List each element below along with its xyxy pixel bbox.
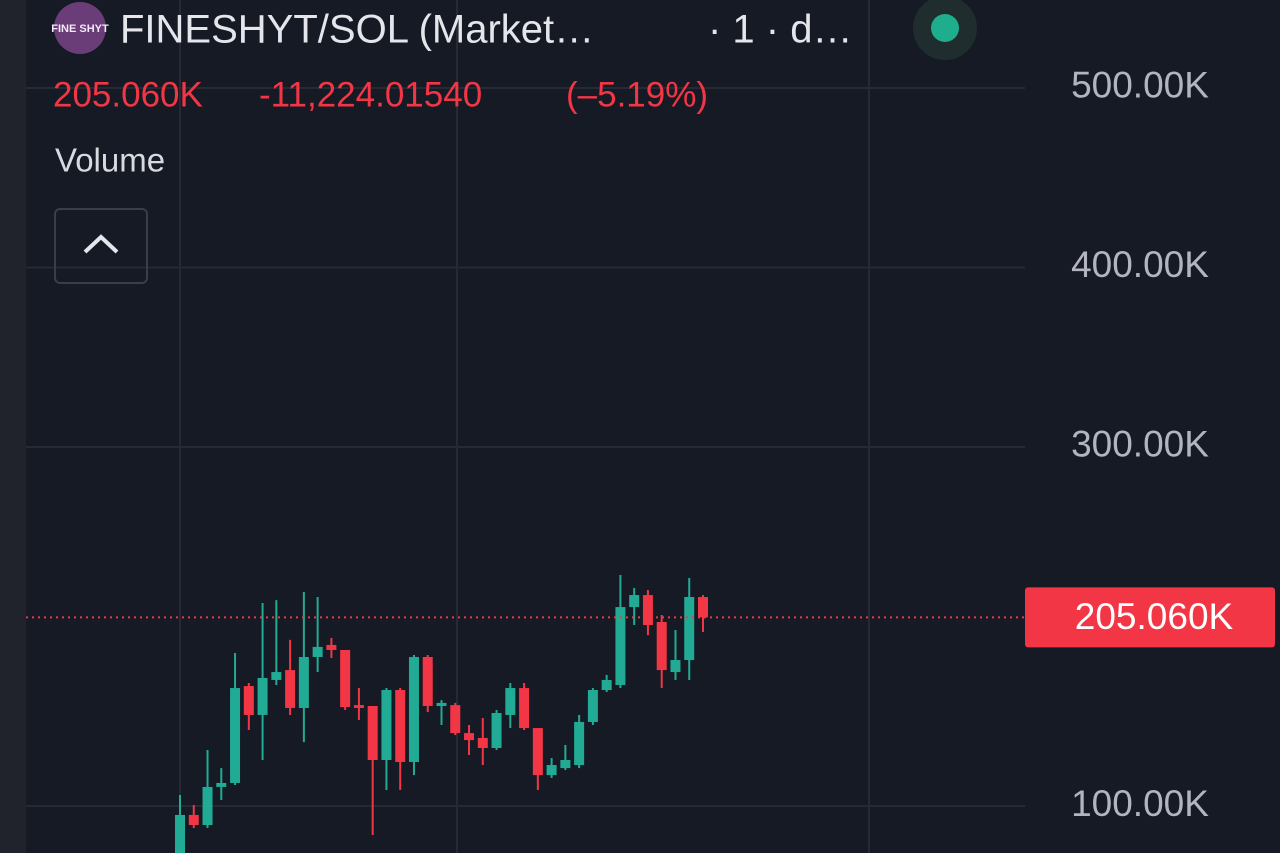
header: FINE SHYT FINESHYT/SOL (Market… · 1 · d…… xyxy=(51,0,977,284)
price-label: 205.060K xyxy=(1075,596,1234,637)
candle-body xyxy=(408,656,419,762)
change: -11,224.01540 xyxy=(259,75,482,114)
candle-body xyxy=(188,814,199,825)
candle-body xyxy=(560,760,571,769)
logo xyxy=(54,2,106,54)
candle-body xyxy=(505,688,516,715)
plot xyxy=(26,86,1025,853)
candle-body xyxy=(257,677,268,715)
candle-body xyxy=(230,688,241,783)
chevron-up xyxy=(83,234,119,254)
y-tick-label: 100.00K xyxy=(1071,783,1209,824)
candle-body xyxy=(340,649,351,708)
candle-body xyxy=(353,705,364,708)
candle-body xyxy=(642,595,653,626)
price-label-box xyxy=(1025,587,1275,648)
candle-body xyxy=(477,737,488,748)
candle-body xyxy=(271,672,282,680)
y-tick-label: 400.00K xyxy=(1071,244,1209,285)
candle-body xyxy=(285,670,296,708)
candle-body xyxy=(202,786,213,825)
candle-body xyxy=(574,721,585,766)
candle-body xyxy=(216,782,227,787)
candle-body xyxy=(298,656,309,708)
status-dot xyxy=(931,14,959,42)
collapse-button[interactable] xyxy=(54,208,148,284)
candle-body xyxy=(491,712,502,748)
change-pct: (–5.19%) xyxy=(566,75,708,114)
y-tick-label: 500.00K xyxy=(1071,65,1209,106)
y-tick-label: 300.00K xyxy=(1071,424,1209,465)
interval: · 1 · d… xyxy=(708,8,852,52)
logo-text: FINE SHYT xyxy=(51,23,109,35)
candle-body xyxy=(684,597,695,661)
candle-body xyxy=(656,621,667,671)
candle-body xyxy=(367,705,378,761)
price: 205.060K xyxy=(53,75,203,114)
candle-body xyxy=(615,607,626,685)
candle-body xyxy=(670,660,681,673)
candle-body xyxy=(395,690,406,762)
candle-body xyxy=(422,656,433,706)
symbol-title: FINESHYT/SOL (Market… xyxy=(120,8,594,52)
candle-body xyxy=(450,705,461,734)
candle-body xyxy=(326,644,337,650)
candle-body xyxy=(381,690,392,761)
candle-body xyxy=(243,686,254,715)
candle-body xyxy=(519,688,530,729)
candle-body xyxy=(436,702,447,706)
left-panel xyxy=(0,0,26,853)
candle-body xyxy=(312,646,323,657)
candle-body xyxy=(546,765,557,776)
candle-body xyxy=(601,679,612,691)
candle-body xyxy=(587,690,598,722)
indicator-label: Volume xyxy=(55,142,165,179)
candle-body xyxy=(175,814,185,853)
candle-body xyxy=(532,728,543,776)
candle-body xyxy=(698,597,708,618)
candle-body xyxy=(629,595,640,608)
candle-body xyxy=(464,733,475,741)
